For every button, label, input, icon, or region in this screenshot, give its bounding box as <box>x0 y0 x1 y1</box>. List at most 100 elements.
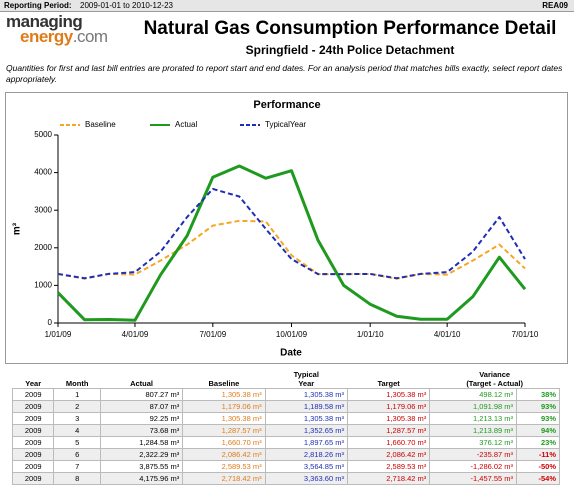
table-cell: 1,287.57 m³ <box>182 424 266 437</box>
y-tick-label: 0 <box>48 318 53 327</box>
table-cell: 2,589.53 m³ <box>346 460 431 473</box>
table-cell: 1,305.38 m³ <box>264 412 348 425</box>
y-tick-label: 3000 <box>34 205 52 214</box>
table-cell: 2009 <box>11 448 55 461</box>
table-cell: 2009 <box>11 388 55 401</box>
table-row: 2009 2 87.07 m³ 1,179.06 m³ 1,189.58 m³ 1,179… <box>11 400 560 413</box>
column-header: Target <box>377 379 400 388</box>
table-row: 2009 1 807.27 m³ 1,305.38 m³ 1,305.38 m³ 1,30… <box>11 388 560 401</box>
table-cell: 1,305.38 m³ <box>346 412 431 425</box>
table-cell: 38% <box>516 388 560 401</box>
subtitle: Springfield - 24th Police Detachment <box>245 43 455 57</box>
table-cell: 93% <box>516 400 560 413</box>
table-cell: 1,091.98 m³ <box>429 400 518 413</box>
y-tick-label: 1000 <box>34 281 52 290</box>
table-cell: 2009 <box>11 436 55 449</box>
x-tick-label: 7/01/09 <box>199 330 226 339</box>
table-cell: 2,589.53 m³ <box>182 460 266 473</box>
table-row: 2009 3 92.25 m³ 1,305.38 m³ 1,305.38 m³ 1,305… <box>11 412 560 425</box>
table-cell: 376.12 m³ <box>429 436 518 449</box>
table-cell: 2009 <box>11 460 55 473</box>
table-cell: 2009 <box>11 412 55 425</box>
table-cell: 1,305.38 m³ <box>346 388 431 401</box>
x-tick-label: 4/01/09 <box>122 330 149 339</box>
table-cell: 498.12 m³ <box>429 388 518 401</box>
chart-title: Performance <box>253 99 320 111</box>
table-cell: 2 <box>53 400 101 413</box>
table-cell: 3,363.60 m³ <box>264 472 348 485</box>
table-cell: 1,287.57 m³ <box>346 424 431 437</box>
table-cell: -235.87 m³ <box>429 448 518 461</box>
note: Quantities for first and last bill entri… <box>6 63 563 84</box>
series-line <box>57 219 526 280</box>
column-header: Typical Year <box>293 370 319 388</box>
table-cell: 4,175.96 m³ <box>99 472 184 485</box>
table-cell: 2,086.42 m³ <box>346 448 431 461</box>
y-axis-label: m³ <box>12 222 23 235</box>
x-tick-label: 7/01/10 <box>512 330 539 339</box>
table-cell: 8 <box>53 472 101 485</box>
table-row: 2009 7 3,875.55 m³ 2,589.53 m³ 3,564.85 m³ 2,… <box>11 460 560 473</box>
table-cell: 2,086.42 m³ <box>182 448 266 461</box>
table-cell: 1,284.58 m³ <box>99 436 184 449</box>
table-cell: 2,718.42 m³ <box>182 472 266 485</box>
y-tick-label: 5000 <box>34 130 52 139</box>
x-tick-label: 4/01/10 <box>434 330 461 339</box>
table-cell: 3,564.85 m³ <box>264 460 348 473</box>
header-bar: Reporting Period: 2009-01-01 to 2010-12-… <box>0 0 574 12</box>
column-header: Month <box>65 379 89 388</box>
table-cell: -54% <box>516 472 560 485</box>
column-header: Variance (Target - Actual) <box>466 370 523 388</box>
y-tick-label: 4000 <box>34 168 52 177</box>
table-row: 2009 4 73.68 m³ 1,287.57 m³ 1,352.65 m³ 1,287… <box>11 424 560 437</box>
table-cell: -11% <box>516 448 560 461</box>
table-cell: 6 <box>53 448 101 461</box>
logo-word: energy <box>20 27 73 46</box>
chart: Performance Date m³ 0 1000 2000 3000 4000 500… <box>5 92 568 364</box>
legend-label: Baseline <box>85 120 116 129</box>
table-cell: 3 <box>53 412 101 425</box>
table-cell: 1,305.38 m³ <box>264 388 348 401</box>
legend-label: TypicalYear <box>265 120 306 129</box>
table-cell: 2,322.29 m³ <box>99 448 184 461</box>
table-cell: 87.07 m³ <box>99 400 184 413</box>
table-cell: 93% <box>516 412 560 425</box>
table-cell: 73.68 m³ <box>99 424 184 437</box>
table-cell: 2009 <box>11 400 55 413</box>
period: 2009-01-01 to 2010-12-23 <box>80 1 173 10</box>
table-cell: -1,286.02 m³ <box>429 460 518 473</box>
x-axis-label: Date <box>280 348 302 359</box>
table-cell: 5 <box>53 436 101 449</box>
column-header: Actual <box>130 379 154 388</box>
table-row: 2009 6 2,322.29 m³ 2,086.42 m³ 2,818.26 m³ 2,… <box>11 448 560 461</box>
y-tick-label: 2000 <box>34 243 52 252</box>
logo: managing energy.com <box>6 12 108 46</box>
column-header: Year <box>25 379 42 388</box>
table-cell: 3,875.55 m³ <box>99 460 184 473</box>
table-cell: 1,213.89 m³ <box>429 424 518 437</box>
table-cell: 1,179.06 m³ <box>346 400 431 413</box>
table-cell: 2009 <box>11 424 55 437</box>
data-table: Year Month Actual Baseline Typical Year Targe… <box>11 366 560 485</box>
table-cell: 92.25 m³ <box>99 412 184 425</box>
x-tick-label: 1/01/10 <box>357 330 384 339</box>
table-cell: 4 <box>53 424 101 437</box>
report-code: REA09 <box>542 1 568 10</box>
table-cell: 1,189.58 m³ <box>264 400 348 413</box>
table-cell: 7 <box>53 460 101 473</box>
x-tick-label: 10/01/09 <box>276 330 308 339</box>
table-cell: 94% <box>516 424 560 437</box>
x-tick-label: 1/01/09 <box>45 330 72 339</box>
table-cell: 1,897.65 m³ <box>264 436 348 449</box>
title: Natural Gas Consumption Performance Deta… <box>143 18 557 39</box>
table-row: 2009 8 4,175.96 m³ 2,718.42 m³ 3,363.60 m³ 2,… <box>11 472 560 485</box>
table-cell: 2009 <box>11 472 55 485</box>
table-cell: 1,179.06 m³ <box>182 400 266 413</box>
logo-word: managing <box>6 12 83 31</box>
table-cell: 1,305.38 m³ <box>182 388 266 401</box>
table-cell: 1,352.65 m³ <box>264 424 348 437</box>
legend-label: Actual <box>175 120 197 129</box>
column-header: Baseline <box>208 379 240 388</box>
table-cell: 2,718.42 m³ <box>346 472 431 485</box>
